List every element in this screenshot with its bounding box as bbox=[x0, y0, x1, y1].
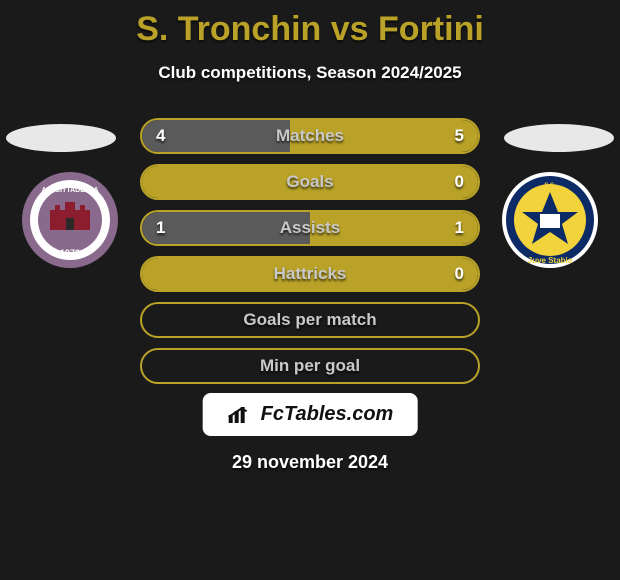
stat-value-right: 1 bbox=[455, 218, 464, 238]
stat-label: Goals bbox=[142, 172, 478, 192]
club-badge-left: A.S.CITTADELLA 1973 bbox=[20, 170, 120, 270]
stat-label: Assists bbox=[142, 218, 478, 238]
stat-row-goals-per-match: Goals per match bbox=[140, 302, 480, 338]
stat-row-matches: 4Matches5 bbox=[140, 118, 480, 154]
svg-text:1973: 1973 bbox=[60, 248, 80, 258]
stat-row-assists: 1Assists1 bbox=[140, 210, 480, 246]
page-title: S. Tronchin vs Fortini bbox=[0, 0, 620, 49]
subtitle: Club competitions, Season 2024/2025 bbox=[0, 63, 620, 83]
stat-label: Matches bbox=[142, 126, 478, 146]
stat-value-right: 0 bbox=[455, 264, 464, 284]
stat-label: Min per goal bbox=[142, 356, 478, 376]
stat-label: Hattricks bbox=[142, 264, 478, 284]
club-badge-right: S.S. Juve Stabia bbox=[500, 170, 600, 270]
logo-text: FcTables.com bbox=[261, 403, 394, 426]
svg-text:Juve Stabia: Juve Stabia bbox=[528, 256, 573, 265]
chart-icon bbox=[227, 405, 253, 425]
svg-text:S.S.: S.S. bbox=[544, 183, 556, 189]
cittadella-crest-icon: A.S.CITTADELLA 1973 bbox=[20, 170, 120, 270]
stat-label: Goals per match bbox=[142, 310, 478, 330]
stat-value-right: 5 bbox=[455, 126, 464, 146]
stats-container: 4Matches5Goals01Assists1Hattricks0Goals … bbox=[140, 118, 480, 384]
stat-value-right: 0 bbox=[455, 172, 464, 192]
svg-text:A.S.CITTADELLA: A.S.CITTADELLA bbox=[41, 187, 98, 194]
player-oval-right bbox=[504, 124, 614, 152]
stat-row-goals: Goals0 bbox=[140, 164, 480, 200]
fctables-logo: FcTables.com bbox=[203, 393, 418, 436]
stat-row-hattricks: Hattricks0 bbox=[140, 256, 480, 292]
stat-row-min-per-goal: Min per goal bbox=[140, 348, 480, 384]
date-text: 29 november 2024 bbox=[0, 452, 620, 473]
juve-stabia-crest-icon: S.S. Juve Stabia bbox=[500, 170, 600, 270]
player-oval-left bbox=[6, 124, 116, 152]
